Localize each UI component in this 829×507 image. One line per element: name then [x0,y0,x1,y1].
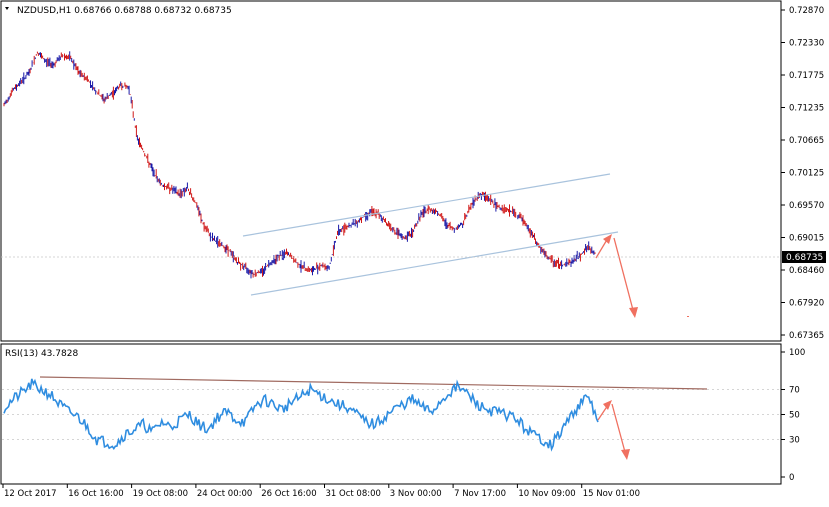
rsi-panel-frame[interactable] [0,343,782,485]
price-tick-label: 0.72870 [789,6,824,16]
main-chart-frame[interactable] [0,0,782,342]
arrowhead-down-icon [629,307,638,318]
price-bars [3,51,596,279]
price-tick-label: 0.67920 [789,299,824,309]
time-tick-label: 31 Oct 08:00 [326,489,381,499]
forecast-arrow-down [613,237,634,311]
time-axis[interactable]: 12 Oct 2017 16 Oct 16:00 19 Oct 08:00 24 Oc… [2,484,640,499]
price-tick-label: 0.69570 [789,201,824,211]
time-tick-label: 10 Nov 09:00 [518,489,575,499]
price-tick-label: 0.67365 [789,331,824,341]
rsi-arrowhead-down-icon [621,449,630,460]
time-tick-label: 7 Nov 17:00 [454,489,506,499]
price-tick-label: 0.71235 [789,104,824,114]
rsi-axis[interactable]: 100 70 50 30 0 [781,348,805,483]
symbol-dropdown-icon[interactable] [5,7,9,10]
price-tick-label: 0.70125 [789,169,824,179]
rsi-forecast-arrows [597,400,630,460]
time-tick-label: 3 Nov 00:00 [390,489,442,499]
rsi-forecast-arrow-down [611,403,626,453]
price-tick-label: 0.68460 [789,266,824,276]
arrowhead-up-icon [603,234,612,244]
time-tick-label: 12 Oct 2017 [4,489,57,499]
current-price-label: 0.68735 [786,253,823,263]
time-tick-label: 19 Oct 08:00 [133,489,188,499]
price-tick-label: 0.72330 [789,39,824,49]
time-tick-label: 15 Nov 01:00 [583,489,640,499]
channel-upper-line[interactable] [242,173,611,237]
time-tick-label: 16 Oct 16:00 [68,489,123,499]
price-tick-label: 0.70665 [789,136,824,146]
rsi-trendline[interactable] [39,376,708,390]
rsi-tick-label: 70 [789,386,800,396]
time-tick-label: 24 Oct 00:00 [197,489,252,499]
rsi-series-line [3,378,599,452]
price-axis[interactable]: 0.72870 0.72330 0.71775 0.71235 0.70665 0.701… [781,6,824,341]
price-tick-label: 0.69015 [789,234,824,244]
rsi-tick-label: 0 [789,473,794,483]
forecast-arrows [595,234,689,318]
rsi-info-label: RSI(13) 43.7828 [5,349,78,359]
time-tick-label: 26 Oct 16:00 [261,489,316,499]
rsi-tick-label: 50 [789,411,800,421]
rsi-tick-label: 30 [789,436,800,446]
price-tick-label: 0.71775 [789,71,824,81]
rsi-line [3,378,599,452]
rsi-tick-label: 100 [789,348,805,358]
symbol-info-label: NZDUSD,H1 0.68766 0.68788 0.68732 0.6873… [17,6,232,16]
forecast-dot [687,316,689,317]
current-price-tag [782,251,826,263]
channel-lower-line[interactable] [250,231,619,296]
rsi-arrowhead-up-icon [603,400,612,410]
